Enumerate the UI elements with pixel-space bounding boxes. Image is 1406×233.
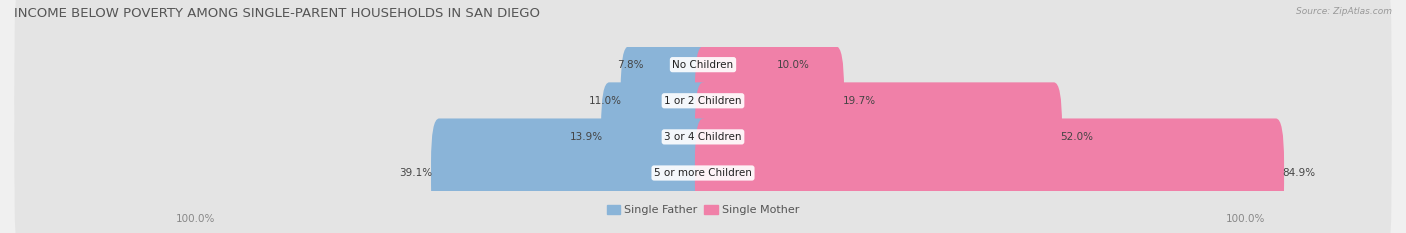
FancyBboxPatch shape — [620, 46, 711, 155]
Text: 13.9%: 13.9% — [569, 132, 602, 142]
FancyBboxPatch shape — [14, 0, 1392, 167]
Text: 11.0%: 11.0% — [589, 96, 621, 106]
FancyBboxPatch shape — [432, 118, 711, 228]
Text: 1 or 2 Children: 1 or 2 Children — [664, 96, 742, 106]
Legend: Single Father, Single Mother: Single Father, Single Mother — [605, 202, 801, 217]
FancyBboxPatch shape — [602, 82, 711, 192]
Text: 10.0%: 10.0% — [778, 60, 810, 70]
FancyBboxPatch shape — [14, 34, 1392, 233]
Text: 84.9%: 84.9% — [1282, 168, 1316, 178]
FancyBboxPatch shape — [14, 0, 1392, 203]
Text: 7.8%: 7.8% — [617, 60, 644, 70]
FancyBboxPatch shape — [643, 10, 711, 119]
Text: 3 or 4 Children: 3 or 4 Children — [664, 132, 742, 142]
Text: 39.1%: 39.1% — [399, 168, 433, 178]
Text: 100.0%: 100.0% — [176, 214, 215, 224]
Text: 5 or more Children: 5 or more Children — [654, 168, 752, 178]
FancyBboxPatch shape — [695, 82, 1062, 192]
Text: INCOME BELOW POVERTY AMONG SINGLE-PARENT HOUSEHOLDS IN SAN DIEGO: INCOME BELOW POVERTY AMONG SINGLE-PARENT… — [14, 7, 540, 20]
FancyBboxPatch shape — [695, 10, 779, 119]
FancyBboxPatch shape — [695, 46, 844, 155]
Text: 52.0%: 52.0% — [1060, 132, 1094, 142]
Text: 19.7%: 19.7% — [842, 96, 876, 106]
FancyBboxPatch shape — [695, 118, 1284, 228]
Text: 100.0%: 100.0% — [1226, 214, 1265, 224]
FancyBboxPatch shape — [14, 71, 1392, 233]
Text: No Children: No Children — [672, 60, 734, 70]
Text: Source: ZipAtlas.com: Source: ZipAtlas.com — [1296, 7, 1392, 16]
